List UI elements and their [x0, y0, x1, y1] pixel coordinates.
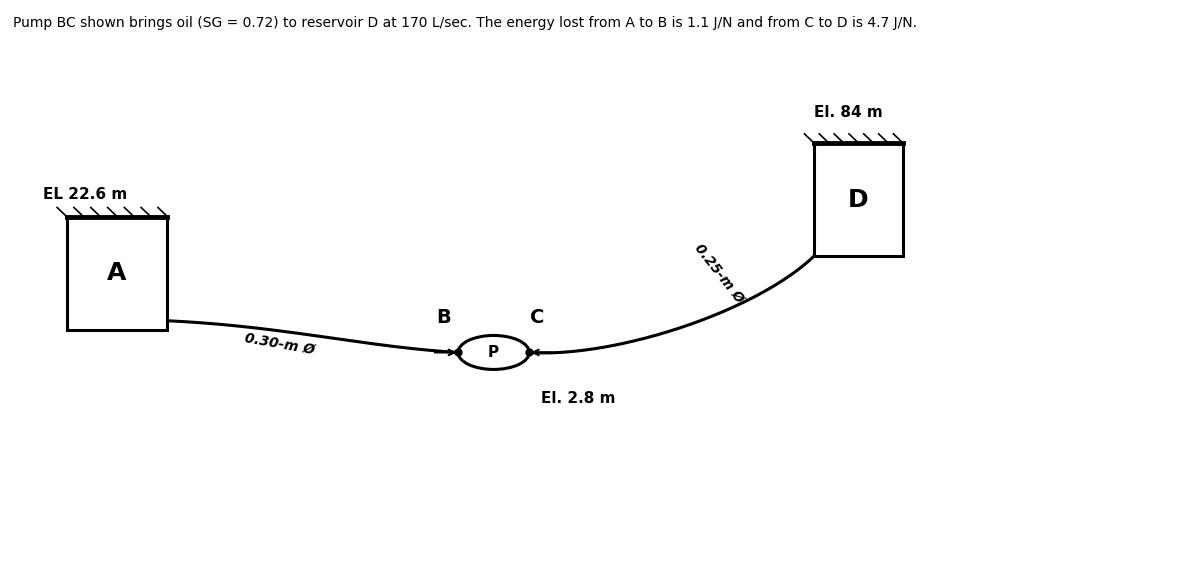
Text: El. 2.8 m: El. 2.8 m	[541, 391, 616, 406]
Text: El. 84 m: El. 84 m	[814, 105, 882, 120]
Text: EL 22.6 m: EL 22.6 m	[43, 187, 127, 203]
Text: Pump BC shown brings oil (SG = 0.72) to reservoir D at 170 L/sec. The energy los: Pump BC shown brings oil (SG = 0.72) to …	[13, 15, 917, 30]
Text: A: A	[107, 261, 127, 285]
Circle shape	[458, 336, 529, 369]
Text: P: P	[489, 345, 499, 360]
Bar	[67, 217, 168, 330]
Text: D: D	[848, 188, 869, 212]
Text: 0.25-m Ø: 0.25-m Ø	[692, 241, 747, 306]
Bar	[814, 143, 902, 256]
Text: C: C	[530, 308, 545, 327]
Text: 0.30-m Ø: 0.30-m Ø	[244, 331, 316, 357]
Text: B: B	[436, 308, 451, 327]
